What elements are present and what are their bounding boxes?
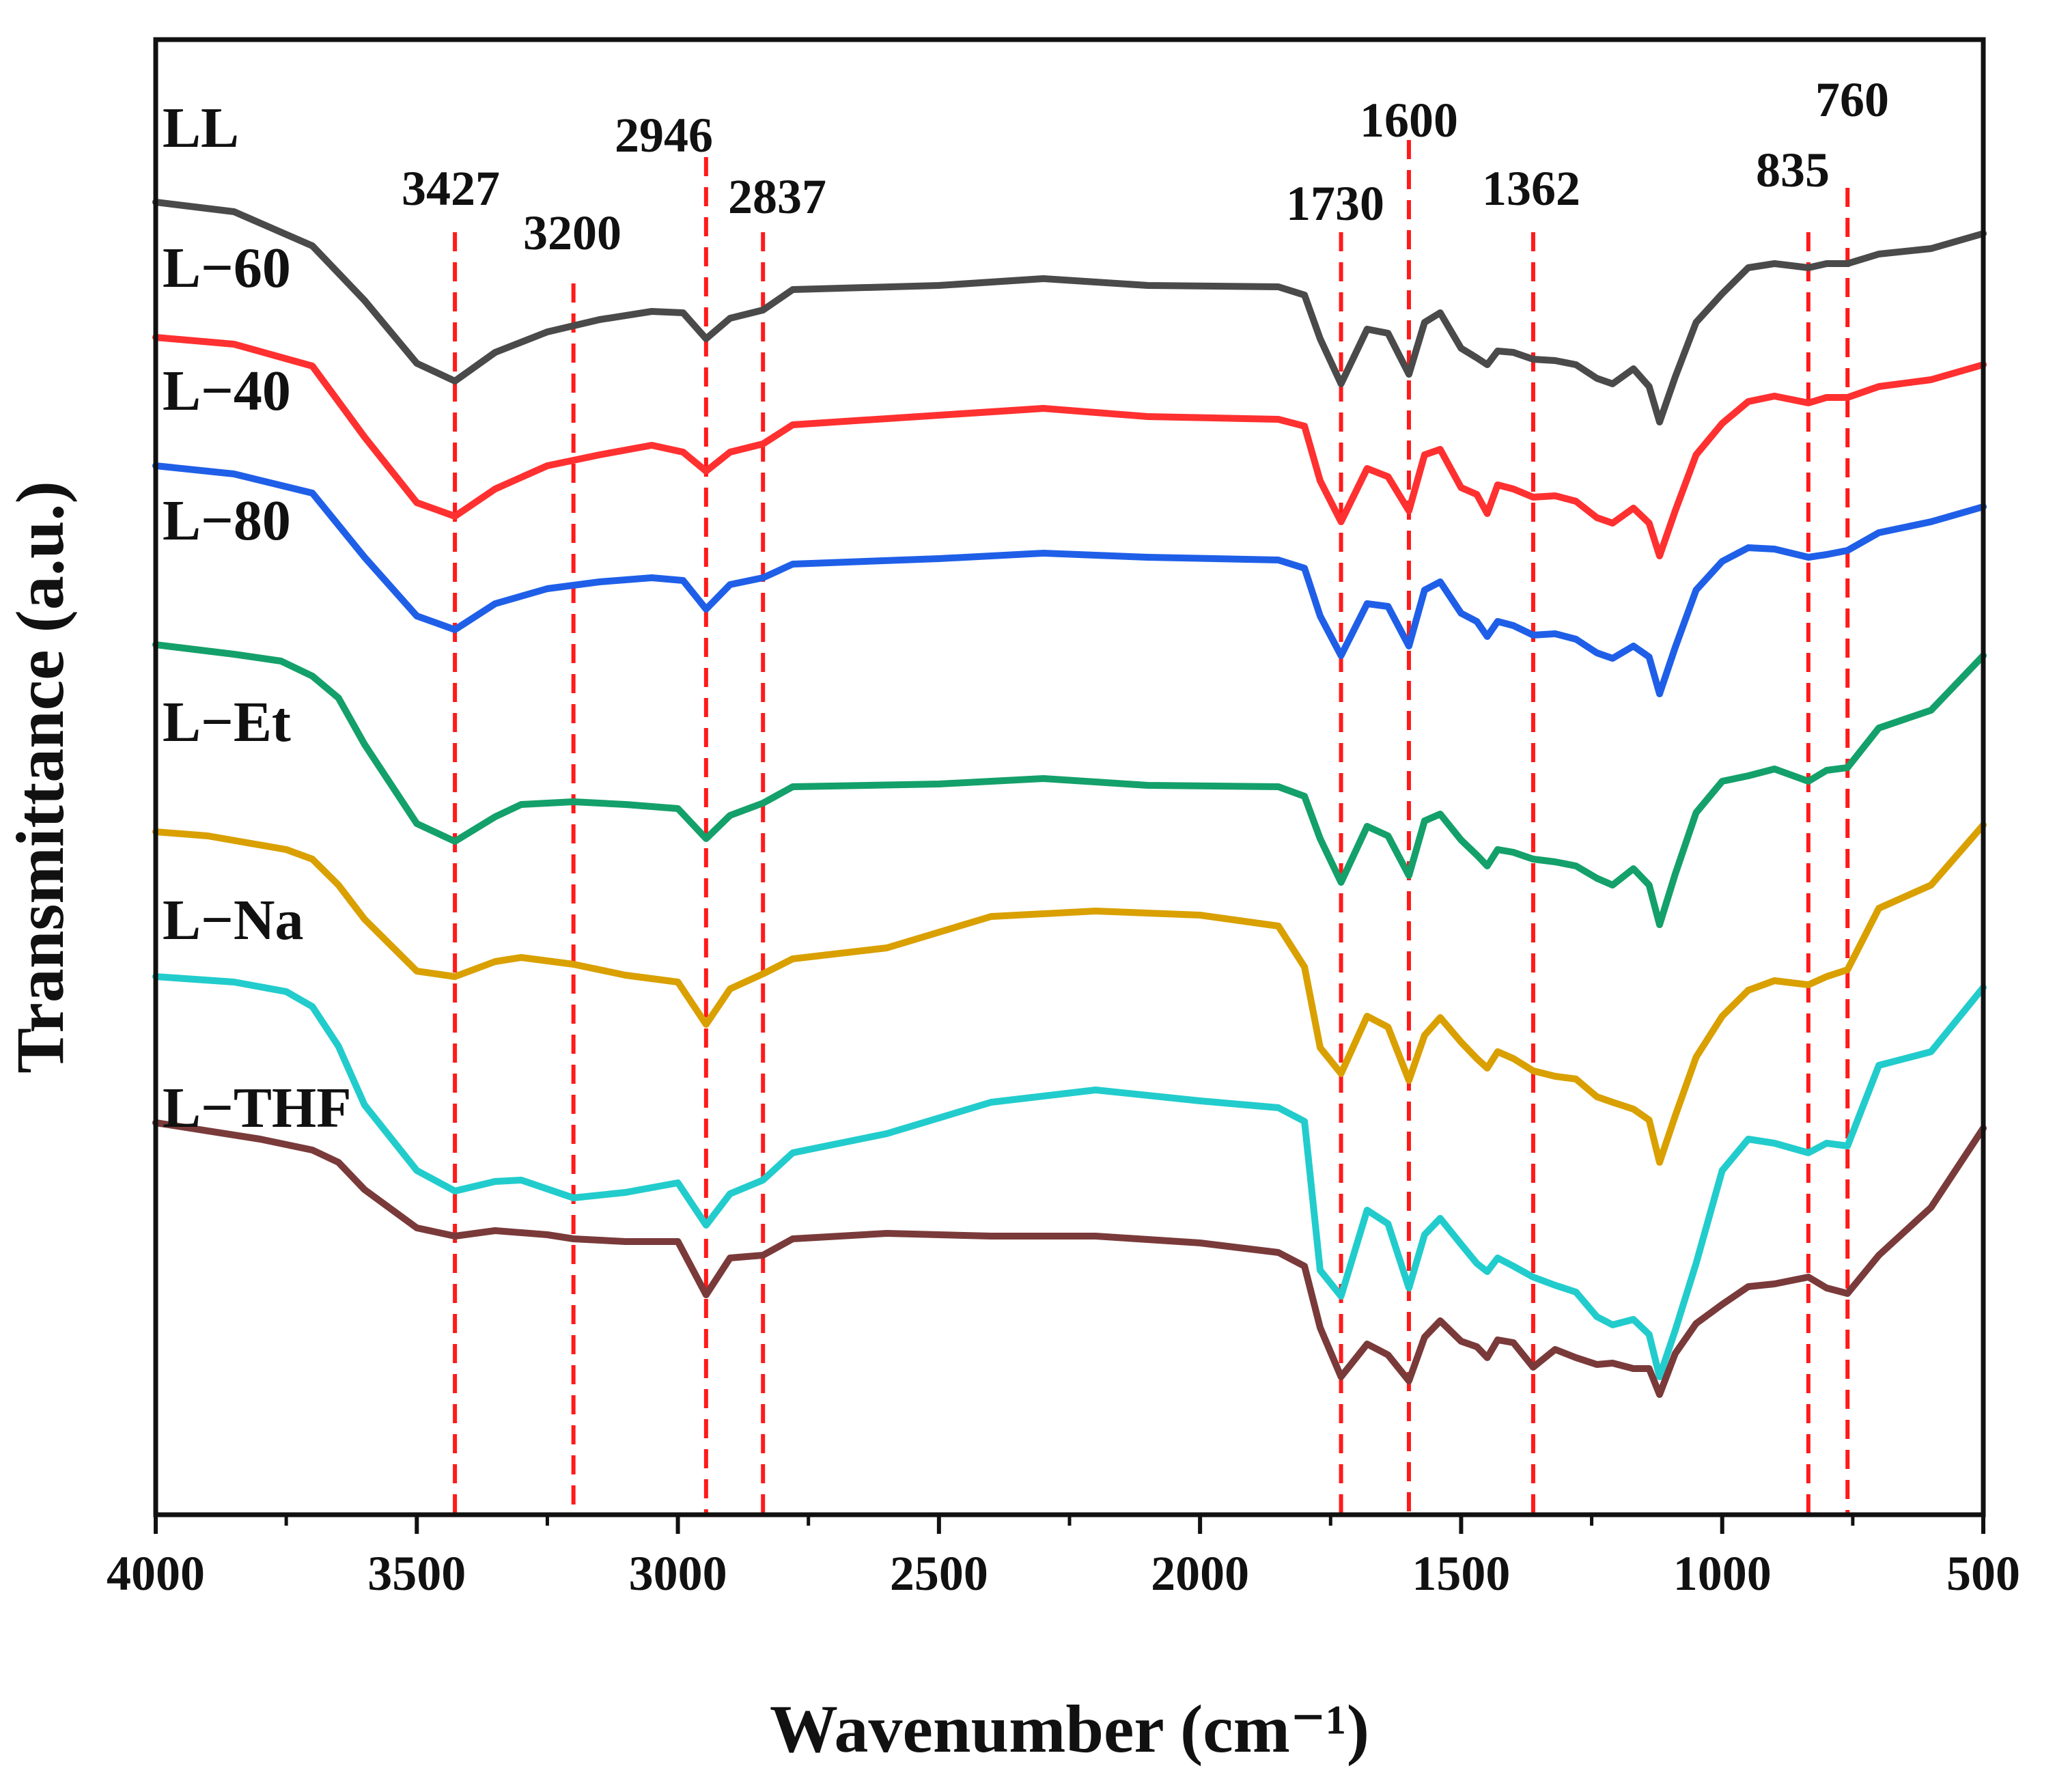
peak-label-1730: 1730	[1286, 176, 1384, 231]
series-line-4	[152, 822, 1987, 1166]
peak-labels: 3427 3200 2946 2837 1730 1600 1362 835 760	[402, 72, 1889, 260]
series-group	[152, 199, 1987, 1398]
series-line-1	[152, 334, 1987, 559]
series-label-0: LL	[163, 96, 239, 160]
series-line-5	[152, 973, 1987, 1380]
peak-label-1600: 1600	[1360, 93, 1458, 148]
x-tick-label-1500: 1500	[1412, 1546, 1510, 1601]
x-tick-label-2000: 2000	[1151, 1546, 1249, 1601]
peak-label-760: 760	[1815, 72, 1889, 127]
series-labels: LL L−60 L−40 L−80 L−Et L−Na L−THF	[163, 96, 352, 1140]
series-label-1: L−60	[163, 236, 291, 300]
x-tick-label-500: 500	[1946, 1546, 2020, 1601]
series-label-5: L−Na	[163, 888, 304, 952]
series-line-0	[152, 199, 1987, 425]
x-tick-label-3000: 3000	[629, 1546, 727, 1601]
series-label-2: L−40	[163, 359, 291, 423]
series-label-3: L−80	[163, 489, 291, 552]
peak-label-3200: 3200	[523, 206, 621, 260]
peak-label-835: 835	[1756, 143, 1830, 197]
series-line-6	[152, 1119, 1987, 1398]
x-tick-label-2500: 2500	[890, 1546, 988, 1601]
peak-label-2946: 2946	[615, 108, 713, 163]
x-tick-label-1000: 1000	[1673, 1546, 1772, 1601]
series-label-4: L−Et	[163, 690, 291, 754]
series-line-3	[152, 641, 1987, 928]
x-tick-label-4000: 4000	[107, 1546, 205, 1601]
peak-label-1362: 1362	[1482, 161, 1580, 216]
x-axis-title: Wavenumber (cm⁻¹)	[770, 1691, 1369, 1767]
x-tick-label-3500: 3500	[367, 1546, 466, 1601]
peak-label-2837: 2837	[728, 169, 826, 224]
x-axis-ticks: 4000 3500 3000 2500 2000 1500 1000 500	[107, 1515, 2020, 1601]
series-label-6: L−THF	[163, 1076, 352, 1140]
y-axis-title: Transmittance (a.u.)	[2, 481, 78, 1073]
series-line-2	[152, 462, 1987, 697]
peak-label-3427: 3427	[402, 161, 500, 216]
